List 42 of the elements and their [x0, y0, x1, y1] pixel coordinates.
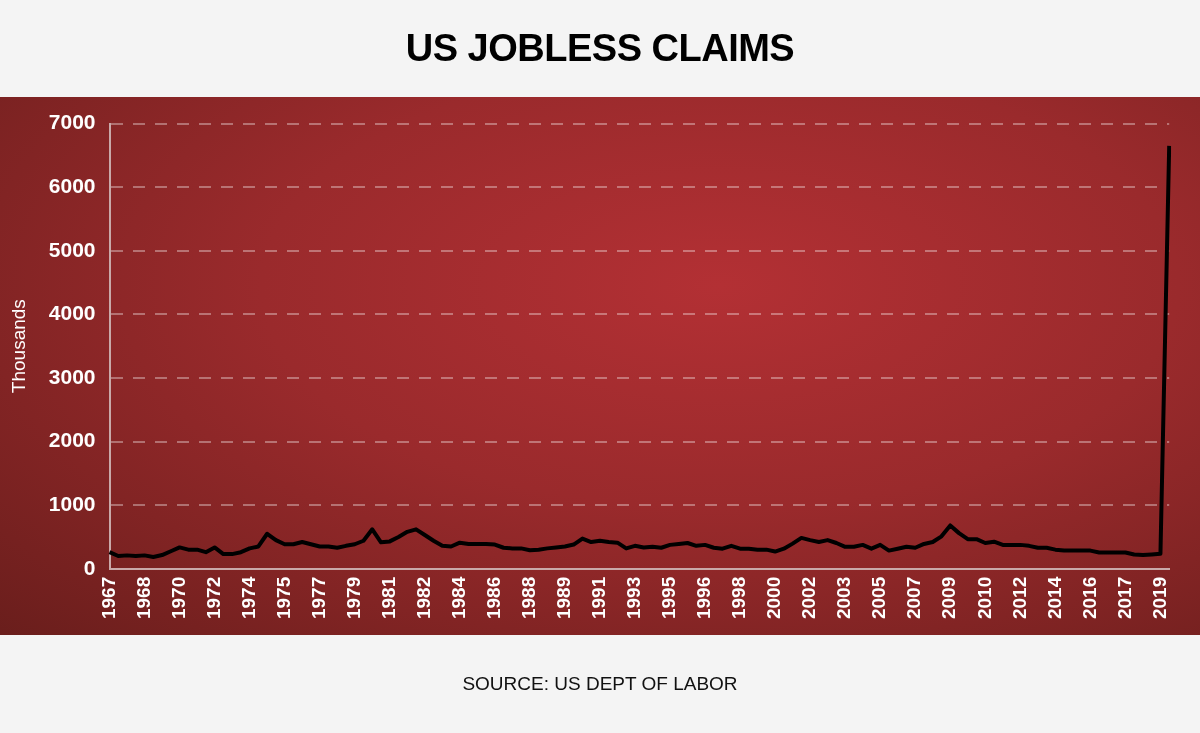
x-tick-label: 1988 [518, 576, 540, 620]
x-tick-label: 2000 [763, 576, 785, 620]
y-tick-label: 6000 [48, 173, 96, 197]
y-tick-label: 0 [83, 555, 96, 579]
y-tick-label: 4000 [48, 301, 96, 325]
x-tick-label: 1984 [448, 576, 470, 620]
x-tick-label: 1972 [202, 576, 224, 620]
x-tick-label: 1998 [728, 576, 750, 620]
x-tick-label: 1975 [272, 576, 294, 620]
x-tick-label: 1981 [378, 576, 399, 620]
x-tick-label: 2010 [973, 576, 995, 620]
x-tick-label: 1986 [483, 576, 505, 620]
x-tick-label: 1996 [693, 576, 715, 620]
x-tick-label: 1993 [623, 576, 645, 620]
x-tick-label: 1982 [413, 576, 435, 620]
source-note: SOURCE: US DEPT OF LABOR [462, 673, 738, 695]
x-tick-label: 2019 [1148, 576, 1170, 620]
x-tick-label: 1967 [97, 576, 119, 620]
x-tick-label: 2002 [798, 576, 820, 620]
y-tick-label: 7000 [48, 110, 96, 134]
y-tick-label: 2000 [48, 428, 96, 452]
y-tick-label: 3000 [48, 364, 96, 388]
x-tick-label: 1979 [342, 576, 364, 620]
x-tick-label: 2003 [833, 576, 855, 620]
y-tick-label: 5000 [48, 237, 96, 261]
x-tick-label: 1995 [658, 576, 680, 620]
x-tick-label: 1970 [167, 576, 189, 620]
x-tick-label: 1989 [553, 576, 575, 620]
x-tick-label: 2012 [1008, 576, 1030, 620]
x-tick-label: 1991 [588, 576, 610, 620]
y-tick-label: 1000 [48, 491, 96, 515]
x-tick-label: 2017 [1113, 576, 1135, 620]
x-tick-label: 2016 [1078, 576, 1100, 620]
x-tick-label: 2005 [868, 576, 890, 620]
x-tick-label: 2009 [938, 576, 960, 620]
x-tick-label: 2014 [1043, 576, 1065, 620]
y-axis-title: Thousands [7, 299, 29, 394]
chart-title: US JOBLESS CLAIMS [405, 27, 795, 70]
x-tick-label: 1977 [307, 576, 329, 620]
x-tick-label: 1968 [132, 576, 154, 620]
x-tick-label: 1974 [237, 576, 259, 620]
x-tick-label: 2007 [903, 576, 925, 620]
